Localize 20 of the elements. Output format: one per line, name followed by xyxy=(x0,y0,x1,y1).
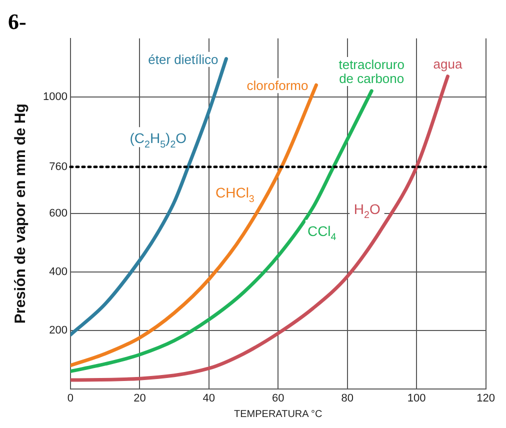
line-series xyxy=(70,74,450,382)
series-label: cloroformo xyxy=(246,78,308,94)
x-tick-label: 0 xyxy=(67,392,74,404)
y-tick-label: 1000 xyxy=(42,90,68,103)
x-axis-title: TEMPERATURA °C xyxy=(234,408,322,420)
series-label: éter dietílico xyxy=(148,52,218,67)
x-tick-label: 100 xyxy=(407,392,426,404)
series-label: agua xyxy=(433,56,463,72)
y-tick-label: 600 xyxy=(49,208,68,220)
y-tick-label: 760 xyxy=(49,160,68,173)
y-tick-label: 200 xyxy=(49,324,68,336)
x-tick-label: 80 xyxy=(341,392,354,404)
x-tick-label: 40 xyxy=(202,392,216,404)
x-tick-label: 120 xyxy=(476,392,496,404)
series-label: tetracloruro de carbono xyxy=(338,56,404,86)
x-tick-label: 20 xyxy=(134,392,146,404)
chart-title: 6- xyxy=(8,8,26,34)
y-axis-title: Presión de vapor en mm de Hg xyxy=(12,104,30,324)
x-tick-label: 60 xyxy=(272,392,284,404)
y-tick-label: 400 xyxy=(49,266,68,278)
